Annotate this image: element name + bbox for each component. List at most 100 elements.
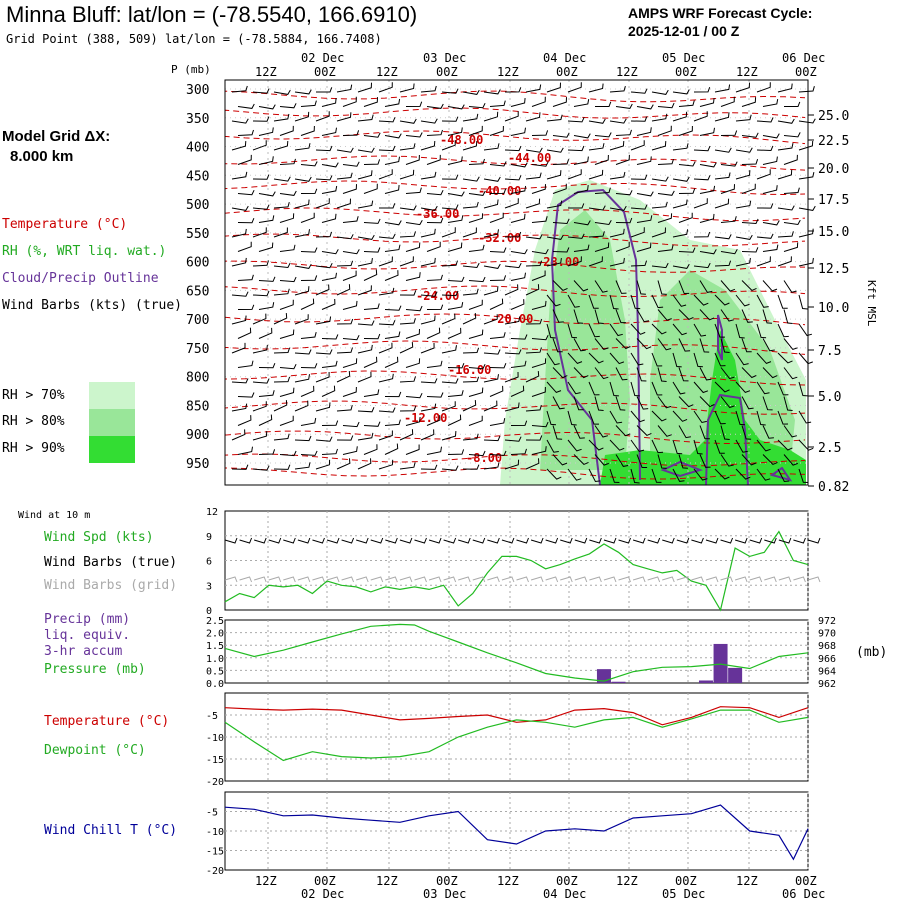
wind-barb xyxy=(615,367,628,381)
wind-barb-grid xyxy=(326,576,340,583)
wind-barb xyxy=(588,231,605,238)
wind-barb xyxy=(483,435,501,442)
wind-barb xyxy=(342,270,357,281)
wind-barb xyxy=(777,468,790,483)
hour-label-bottom: 12Z xyxy=(736,874,758,888)
hour-label-bottom: 12Z xyxy=(376,874,398,888)
wind-barb xyxy=(237,415,252,426)
wind-barb xyxy=(237,154,252,165)
wind-barb xyxy=(447,449,465,455)
wind-barb xyxy=(300,417,317,426)
wind-barb xyxy=(573,454,589,465)
precip-liq-label: liq. equiv. xyxy=(44,628,131,643)
date-label-bottom: 06 Dec xyxy=(782,887,825,900)
cloud-outline xyxy=(717,314,723,361)
wind-barb xyxy=(252,116,270,122)
wind-barb-true xyxy=(793,537,806,544)
wind-barb xyxy=(567,381,581,395)
wind-barb xyxy=(258,191,276,197)
wind-barb xyxy=(279,158,296,165)
wind-barb xyxy=(741,425,752,440)
wind-barb xyxy=(615,103,633,109)
wind-barb xyxy=(258,242,274,252)
wind-barb xyxy=(357,458,372,470)
wind-barb xyxy=(594,454,609,466)
wind-barb-true xyxy=(676,537,690,544)
hour-label-bottom: 00Z xyxy=(314,874,336,888)
wind-barb xyxy=(594,425,609,438)
wind-barb xyxy=(609,468,620,483)
wind-barb xyxy=(300,385,315,397)
wind-barb xyxy=(510,299,525,310)
wind-barb xyxy=(447,363,465,369)
wind-barb xyxy=(525,371,540,383)
wind-barb xyxy=(489,332,506,339)
wind-barb xyxy=(462,464,480,470)
pressure-ytick-label: 968 xyxy=(818,641,836,652)
hour-label-top: 12Z xyxy=(736,65,758,79)
wind-barb xyxy=(447,104,465,110)
wind-barb xyxy=(783,154,798,165)
wind-barb xyxy=(594,280,608,293)
wind-barb-true xyxy=(254,537,267,544)
wind-barb xyxy=(447,215,464,223)
wind-barb xyxy=(273,262,291,269)
wind-barb-true xyxy=(414,537,427,544)
wind-barb xyxy=(462,141,478,151)
wind-barb xyxy=(489,418,506,426)
wind-barb xyxy=(258,302,275,310)
wind-barb xyxy=(783,242,799,252)
wind-barb xyxy=(741,97,757,107)
wind-barb xyxy=(363,183,378,194)
wind-barb xyxy=(357,114,374,122)
wind-barb xyxy=(252,345,268,354)
cloud-outline xyxy=(660,460,704,478)
wind-barb xyxy=(735,114,752,122)
precip-panel-ytick-label: 2.0 xyxy=(206,629,224,640)
wind-barb xyxy=(615,154,630,165)
wind-barb-grid xyxy=(589,576,602,583)
wind-barb xyxy=(441,313,456,325)
wind-barb xyxy=(447,242,463,252)
pressure-tick-label: 600 xyxy=(186,256,209,271)
kft-tick-label: 7.5 xyxy=(818,344,841,359)
wind-barb xyxy=(399,83,415,93)
wind-barb xyxy=(546,381,562,393)
wind-barb xyxy=(357,147,375,153)
wind-barb xyxy=(252,204,270,210)
wind-barb xyxy=(258,156,274,165)
wind-barb xyxy=(399,318,416,325)
legend-cloud-outline: Cloud/Precip Outline xyxy=(2,271,159,286)
wind-barb xyxy=(279,125,294,136)
wind-barb xyxy=(252,290,270,297)
wind-barb xyxy=(735,468,751,480)
wind-barb xyxy=(525,198,541,209)
wind-barb xyxy=(672,199,688,209)
wind-barb xyxy=(273,400,288,412)
wind-barb xyxy=(630,323,646,335)
temp-panel-ytick-label: -5 xyxy=(206,711,218,722)
wind-barb xyxy=(552,247,570,253)
wind-barb xyxy=(678,212,693,223)
wind-barb xyxy=(762,99,779,107)
wind-barb xyxy=(231,342,246,354)
pressure-ytick-label: 970 xyxy=(818,629,836,640)
wind-barb xyxy=(441,260,458,267)
hour-label-top: 12Z xyxy=(616,65,638,79)
wind-barb xyxy=(615,338,631,350)
wind-barb-grid xyxy=(749,576,763,583)
wind-barb xyxy=(615,217,633,224)
wind-barb-grid xyxy=(239,576,253,583)
wind-barb xyxy=(321,162,339,168)
wind-barb xyxy=(321,185,338,194)
wind-barb xyxy=(363,218,381,224)
wind-barb xyxy=(342,421,360,428)
temperature-contour xyxy=(224,400,806,415)
wind-barb xyxy=(405,305,423,312)
wind-barb-grid xyxy=(312,576,325,583)
wind-barb xyxy=(678,247,696,253)
wind-barb xyxy=(588,205,606,211)
wind-barb xyxy=(441,431,457,441)
hour-label-top: 12Z xyxy=(376,65,398,79)
